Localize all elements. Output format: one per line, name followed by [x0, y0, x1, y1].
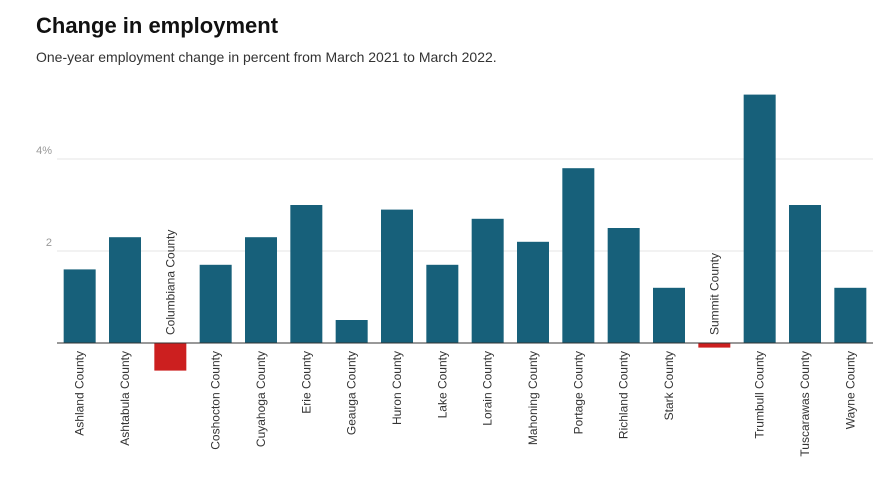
x-tick-label: Tuscarawas County	[798, 351, 812, 457]
bar	[653, 287, 685, 343]
bar	[789, 205, 821, 343]
bar	[517, 241, 549, 343]
x-tick-label: Trumbull County	[753, 351, 767, 439]
x-tick-label: Coshocton County	[209, 351, 223, 450]
x-tick-label: Columbiana County	[163, 230, 177, 335]
x-tick-label: Lorain County	[481, 351, 495, 426]
bar	[381, 209, 413, 343]
x-tick-label: Geauga County	[345, 351, 359, 435]
bar	[199, 264, 232, 343]
x-tick-label: Huron County	[390, 351, 404, 425]
bar	[471, 218, 504, 343]
bar	[335, 320, 368, 343]
bar	[562, 168, 595, 343]
x-tick-label: Mahoning County	[526, 351, 540, 445]
x-tick-label: Erie County	[299, 351, 313, 414]
bar	[834, 287, 867, 343]
bar	[607, 228, 640, 343]
x-tick-label: Stark County	[662, 351, 676, 420]
x-tick-label: Richland County	[617, 351, 631, 439]
x-tick-label: Ashland County	[73, 351, 87, 436]
x-tick-label: Portage County	[571, 351, 585, 434]
bar	[109, 237, 141, 343]
x-tick-label: Lake County	[435, 351, 449, 418]
y-tick-label: 4%	[36, 145, 52, 157]
bar	[245, 237, 277, 343]
y-tick-label: 2	[46, 237, 52, 249]
chart-subtitle: One-year employment change in percent fr…	[36, 49, 497, 65]
chart-title: Change in employment	[36, 13, 279, 38]
bar	[63, 269, 96, 343]
x-tick-label: Cuyahoga County	[254, 351, 268, 447]
x-tick-label: Summit County	[707, 253, 721, 335]
x-tick-label: Wayne County	[843, 351, 857, 429]
bar	[698, 343, 731, 348]
bar	[290, 205, 323, 343]
x-tick-label: Ashtabula County	[118, 351, 132, 446]
bar	[743, 94, 776, 343]
bar	[154, 343, 187, 371]
bar	[426, 264, 459, 343]
